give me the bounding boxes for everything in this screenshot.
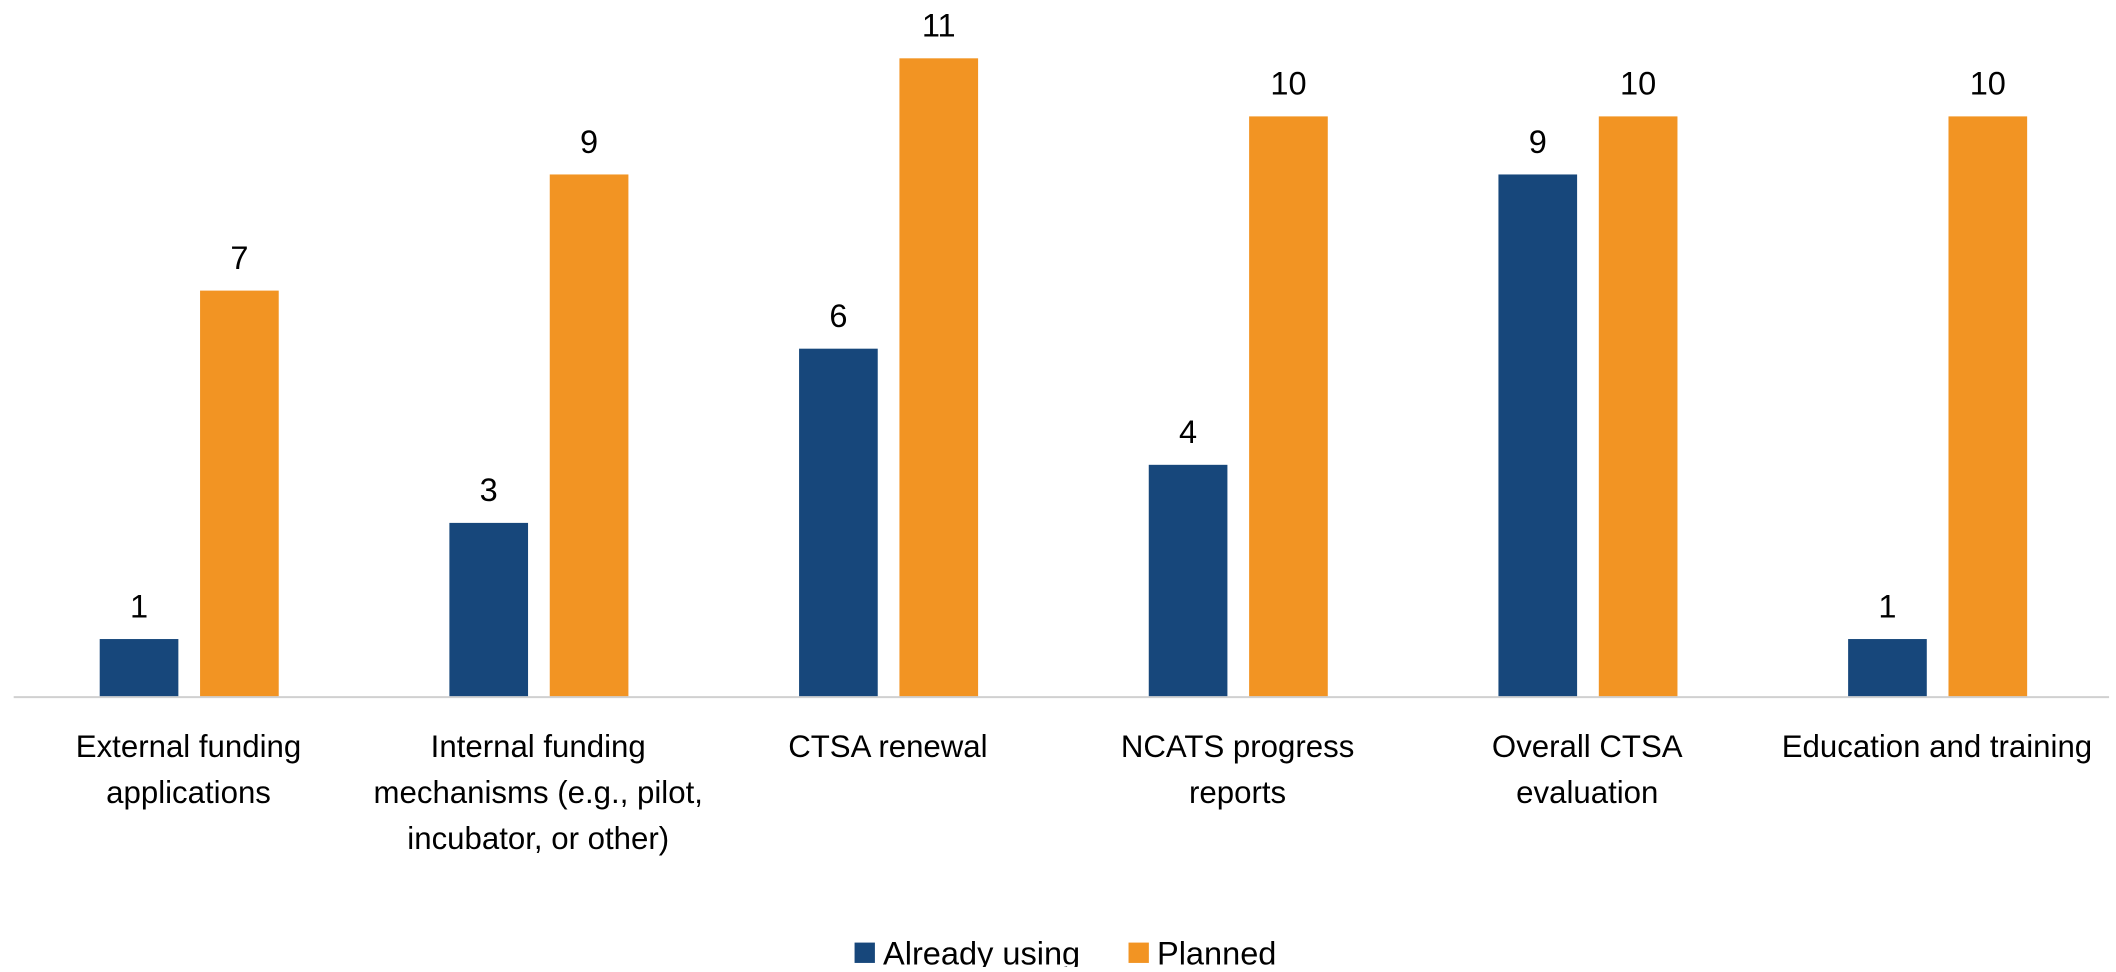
bar	[1249, 116, 1328, 698]
bar	[1948, 116, 2028, 698]
bar	[449, 522, 529, 698]
x-tick-label: External funding applications	[75, 728, 302, 810]
x-tick-label-box: Internal funding mechanisms (e.g., pilot…	[373, 728, 703, 856]
value-label: 1	[1878, 588, 1896, 624]
value-label: 9	[1529, 124, 1547, 160]
x-tick-label: Internal funding mechanisms (e.g., pilot…	[373, 728, 703, 856]
bar	[549, 174, 629, 698]
legend-swatch	[854, 942, 875, 963]
x-tick-label: Education and training	[1781, 728, 2093, 764]
x-tick-label: CTSA renewal	[788, 728, 988, 764]
legend-swatch	[1128, 942, 1149, 963]
value-label: 7	[230, 240, 248, 276]
value-label: 10	[1270, 66, 1306, 102]
legend-label: Already using	[883, 935, 1080, 967]
value-label: 1	[130, 588, 148, 624]
legend-label: Planned	[1157, 935, 1276, 967]
bar	[1498, 174, 1578, 698]
value-label: 10	[1970, 66, 2006, 102]
value-label: 11	[922, 8, 956, 44]
value-label: 10	[1620, 66, 1656, 102]
bar	[1848, 639, 1927, 698]
value-label: 6	[829, 298, 847, 334]
x-tick-label-box: Education and training	[1781, 728, 2093, 764]
bar	[1598, 116, 1678, 698]
bar	[1148, 464, 1228, 698]
x-tick-label-box: CTSA renewal	[788, 728, 988, 764]
x-tick-label-box: Overall CTSA evaluation	[1491, 728, 1683, 810]
x-tick-label: NCATS progress reports	[1120, 728, 1355, 810]
value-label: 3	[480, 472, 498, 508]
value-label: 4	[1179, 414, 1197, 450]
bar	[799, 348, 878, 698]
x-tick-label: Overall CTSA evaluation	[1491, 728, 1683, 810]
x-tick-label-box: NCATS progress reports	[1120, 728, 1355, 810]
bar	[99, 639, 179, 698]
bar	[899, 58, 979, 698]
value-label: 9	[580, 124, 598, 160]
x-tick-label-box: External funding applications	[75, 728, 302, 810]
bar	[200, 290, 279, 698]
